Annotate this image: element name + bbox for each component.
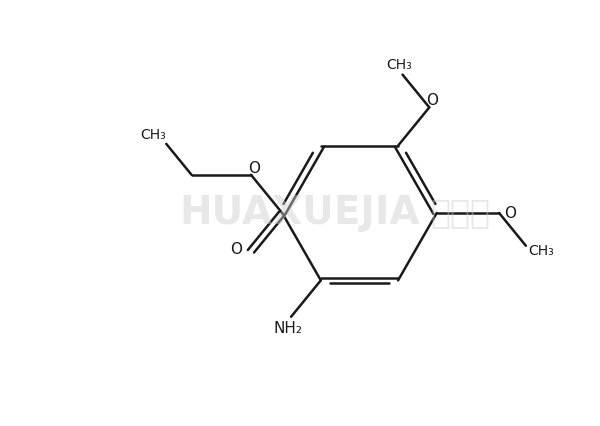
- Text: O: O: [248, 161, 260, 176]
- Text: CH₃: CH₃: [528, 244, 554, 258]
- Text: NH₂: NH₂: [274, 321, 302, 336]
- Text: HUAXUEJIA: HUAXUEJIA: [180, 194, 420, 232]
- Text: CH₃: CH₃: [140, 128, 166, 142]
- Text: O: O: [426, 93, 438, 108]
- Text: 化学加: 化学加: [431, 196, 491, 230]
- Text: O: O: [230, 242, 242, 256]
- Text: CH₃: CH₃: [386, 58, 412, 72]
- Text: O: O: [504, 205, 516, 221]
